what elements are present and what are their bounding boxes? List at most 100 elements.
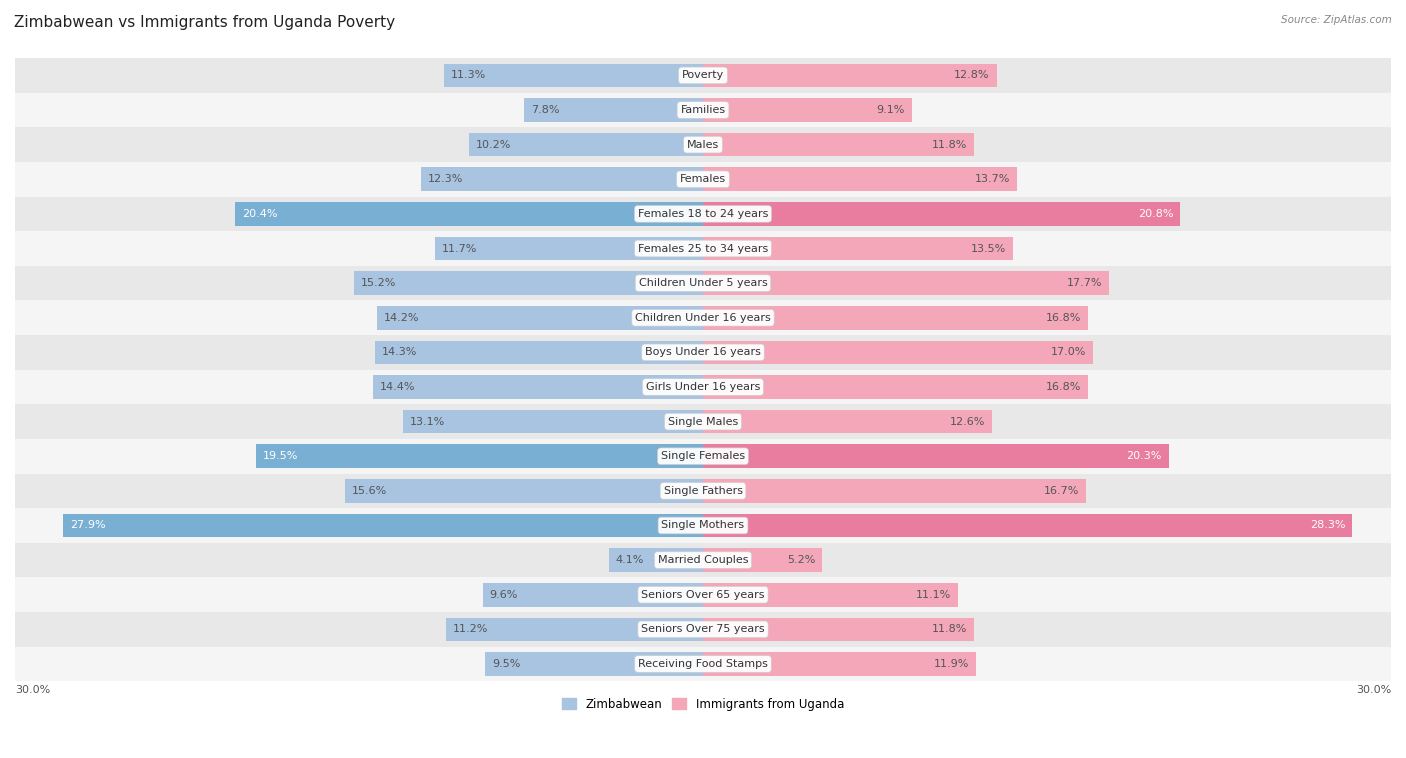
Bar (703, 618, 973, 641)
Bar (703, 133, 973, 156)
Text: 14.4%: 14.4% (380, 382, 415, 392)
Bar (703, 340, 1092, 364)
Text: 20.8%: 20.8% (1137, 209, 1173, 219)
Bar (703, 236, 1012, 260)
Text: Poverty: Poverty (682, 70, 724, 80)
Text: 11.7%: 11.7% (441, 243, 477, 253)
Text: 11.9%: 11.9% (934, 659, 969, 669)
Bar (15, 266, 1391, 300)
Text: 12.6%: 12.6% (949, 417, 986, 427)
Text: 19.5%: 19.5% (263, 451, 298, 462)
Text: 30.0%: 30.0% (15, 685, 51, 695)
Text: Single Mothers: Single Mothers (661, 521, 745, 531)
Text: 20.4%: 20.4% (242, 209, 277, 219)
Bar (15, 300, 1391, 335)
Text: 15.2%: 15.2% (361, 278, 396, 288)
Text: 13.5%: 13.5% (970, 243, 1005, 253)
Bar (15, 127, 1391, 162)
Bar (703, 548, 823, 572)
Bar (15, 578, 1391, 612)
Legend: Zimbabwean, Immigrants from Uganda: Zimbabwean, Immigrants from Uganda (557, 693, 849, 716)
Bar (15, 508, 1391, 543)
Bar (703, 271, 1109, 295)
Bar (703, 202, 1180, 226)
Bar (703, 306, 1088, 330)
Text: 11.1%: 11.1% (915, 590, 950, 600)
Bar (15, 404, 1391, 439)
Bar (63, 514, 703, 537)
Bar (15, 162, 1391, 196)
Bar (703, 479, 1085, 503)
Text: Source: ZipAtlas.com: Source: ZipAtlas.com (1281, 15, 1392, 25)
Bar (15, 92, 1391, 127)
Text: 12.3%: 12.3% (427, 174, 463, 184)
Bar (703, 99, 911, 122)
Text: Single Fathers: Single Fathers (664, 486, 742, 496)
Text: Children Under 5 years: Children Under 5 years (638, 278, 768, 288)
Bar (524, 99, 703, 122)
Text: 9.6%: 9.6% (489, 590, 517, 600)
Bar (703, 64, 997, 87)
Bar (446, 618, 703, 641)
Text: 17.7%: 17.7% (1067, 278, 1102, 288)
Bar (15, 474, 1391, 508)
Bar (375, 340, 703, 364)
Text: Seniors Over 75 years: Seniors Over 75 years (641, 625, 765, 634)
Text: 17.0%: 17.0% (1050, 347, 1085, 357)
Bar (434, 236, 703, 260)
Text: 4.1%: 4.1% (616, 555, 644, 565)
Bar (377, 306, 703, 330)
Text: 16.8%: 16.8% (1046, 382, 1081, 392)
Text: 7.8%: 7.8% (531, 105, 560, 115)
Bar (354, 271, 703, 295)
Bar (15, 543, 1391, 578)
Text: 13.7%: 13.7% (974, 174, 1011, 184)
Bar (15, 647, 1391, 681)
Bar (444, 64, 703, 87)
Text: 5.2%: 5.2% (787, 555, 815, 565)
Text: 11.8%: 11.8% (931, 625, 967, 634)
Bar (703, 410, 993, 434)
Text: Females: Females (681, 174, 725, 184)
Text: Zimbabwean vs Immigrants from Uganda Poverty: Zimbabwean vs Immigrants from Uganda Pov… (14, 15, 395, 30)
Text: 11.3%: 11.3% (451, 70, 486, 80)
Text: 11.2%: 11.2% (453, 625, 488, 634)
Text: Seniors Over 65 years: Seniors Over 65 years (641, 590, 765, 600)
Bar (15, 58, 1391, 92)
Text: Boys Under 16 years: Boys Under 16 years (645, 347, 761, 357)
Text: 28.3%: 28.3% (1309, 521, 1346, 531)
Bar (609, 548, 703, 572)
Bar (15, 612, 1391, 647)
Text: Females 25 to 34 years: Females 25 to 34 years (638, 243, 768, 253)
Bar (346, 479, 703, 503)
Text: 16.8%: 16.8% (1046, 313, 1081, 323)
Text: Married Couples: Married Couples (658, 555, 748, 565)
Bar (703, 652, 976, 675)
Bar (15, 231, 1391, 266)
Text: 27.9%: 27.9% (70, 521, 105, 531)
Text: 20.3%: 20.3% (1126, 451, 1161, 462)
Bar (373, 375, 703, 399)
Text: 14.3%: 14.3% (382, 347, 418, 357)
Text: 15.6%: 15.6% (352, 486, 388, 496)
Bar (15, 370, 1391, 404)
Bar (15, 439, 1391, 474)
Bar (703, 168, 1017, 191)
Bar (485, 652, 703, 675)
Bar (402, 410, 703, 434)
Text: 16.7%: 16.7% (1043, 486, 1080, 496)
Bar (235, 202, 703, 226)
Text: 14.2%: 14.2% (384, 313, 420, 323)
Text: 30.0%: 30.0% (1355, 685, 1391, 695)
Text: 11.8%: 11.8% (931, 139, 967, 149)
Text: 12.8%: 12.8% (955, 70, 990, 80)
Text: Single Males: Single Males (668, 417, 738, 427)
Text: Children Under 16 years: Children Under 16 years (636, 313, 770, 323)
Bar (15, 196, 1391, 231)
Text: 10.2%: 10.2% (477, 139, 512, 149)
Bar (703, 583, 957, 606)
Bar (256, 444, 703, 468)
Bar (703, 444, 1168, 468)
Text: Families: Families (681, 105, 725, 115)
Bar (15, 335, 1391, 370)
